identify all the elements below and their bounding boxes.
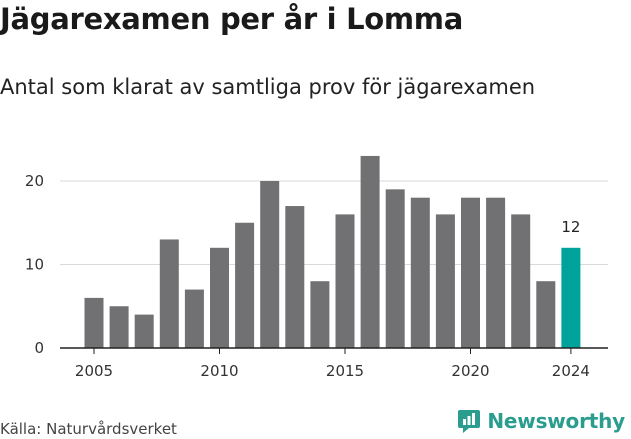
newsworthy-logo-icon <box>458 410 481 433</box>
x-tick-label-2005: 2005 <box>75 362 113 380</box>
y-tick-label-0: 0 <box>34 339 44 357</box>
chart-subtitle: Antal som klarat av samtliga prov för jä… <box>0 75 536 99</box>
bar-2019 <box>435 214 455 348</box>
bar-2011 <box>235 222 255 348</box>
bar-2014 <box>310 281 330 348</box>
x-tick-label-2020: 2020 <box>451 362 489 380</box>
bar-2006 <box>109 306 129 348</box>
source-note: Källa: Naturvårdsverket <box>0 420 177 438</box>
x-tick-label-2010: 2010 <box>200 362 238 380</box>
bar-2008 <box>159 239 179 348</box>
bar-chart: 0 10 20 12 2005 2010 2015 2020 2024 <box>25 155 608 380</box>
brand-name: Newsworthy <box>487 409 625 433</box>
y-tick-label-10: 10 <box>25 256 44 274</box>
newsworthy-brand: Newsworthy <box>457 408 625 434</box>
bar-2005 <box>84 297 104 348</box>
bar-2023 <box>536 281 556 348</box>
bar-2021 <box>486 197 506 348</box>
x-tick-label-2024: 2024 <box>552 362 590 380</box>
bar-2020 <box>461 197 480 348</box>
x-tick-label-2015: 2015 <box>326 362 364 380</box>
bar-2022 <box>511 214 531 348</box>
bar-2012 <box>260 181 280 348</box>
data-label-2024: 12 <box>561 218 580 236</box>
bar-2007 <box>134 314 154 348</box>
bar-2015 <box>335 214 355 348</box>
bar-2009 <box>184 289 204 348</box>
bar-2010 <box>210 247 229 348</box>
y-tick-label-20: 20 <box>25 172 44 190</box>
chart-title: Jägarexamen per år i Lomma <box>0 2 463 36</box>
bar-2024 <box>561 247 581 348</box>
bar-2017 <box>385 189 405 348</box>
bar-2013 <box>285 206 305 348</box>
bar-2016 <box>360 155 380 348</box>
bar-2018 <box>410 197 430 348</box>
